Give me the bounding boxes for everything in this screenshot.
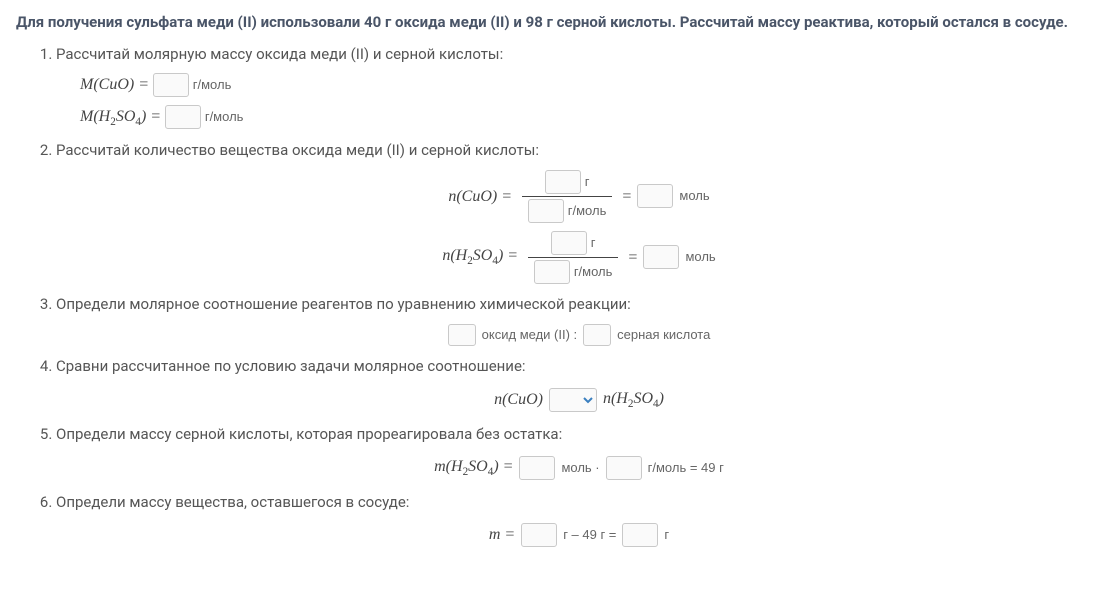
- mass-unit2: г/моль = 49 г: [648, 458, 724, 479]
- step6-text: Определи массу вещества, оставшегося в с…: [56, 493, 409, 511]
- mass-unit1: моль ·: [561, 458, 599, 479]
- n-cuo-fraction: г г/моль: [522, 170, 612, 223]
- m-cuo-unit: г/моль: [193, 77, 232, 92]
- n-h2so4-result-input[interactable]: [643, 245, 679, 269]
- step-3: Определи молярное соотношение реагентов …: [56, 292, 1102, 346]
- step5-text: Определи массу серной кислоты, которая п…: [56, 425, 562, 443]
- ratio-label1: оксид меди (II) :: [482, 325, 577, 346]
- eq2: =: [628, 245, 637, 271]
- problem-title: Для получения сульфата меди (II) использ…: [16, 12, 1102, 32]
- n-h2so4-num-input[interactable]: [551, 231, 587, 255]
- m-result-input[interactable]: [622, 523, 658, 547]
- n-cuo-num-input[interactable]: [545, 170, 581, 194]
- steps-list: Рассчитай молярную массу оксида меди (II…: [16, 42, 1102, 548]
- n-cuo-label: n(CuO) =: [448, 184, 512, 210]
- m-mid: г – 49 г =: [563, 525, 616, 546]
- cmp-left: n(CuO): [494, 387, 543, 413]
- n-h2so4-den-input[interactable]: [534, 260, 570, 284]
- n-h2so4-fraction: г г/моль: [528, 231, 618, 284]
- step-5: Определи массу серной кислоты, которая п…: [56, 422, 1102, 482]
- compare-select[interactable]: [549, 388, 597, 412]
- m-end: г: [664, 525, 669, 546]
- eq1: =: [622, 184, 631, 210]
- step2-text: Рассчитай количество вещества оксида мед…: [56, 141, 539, 159]
- step-2: Рассчитай количество вещества оксида мед…: [56, 138, 1102, 284]
- m-cuo-input[interactable]: [153, 73, 189, 97]
- m-cuo-label: M(CuO) =: [80, 76, 153, 93]
- m-h2so4-input[interactable]: [165, 105, 201, 129]
- m-h2so4-label: M(H2SO4) =: [80, 108, 165, 125]
- mass-gmol-input[interactable]: [606, 456, 642, 480]
- mass-h2so4-label: m(H2SO4) =: [434, 454, 513, 482]
- m-final-lhs: m =: [489, 522, 515, 548]
- m-h2so4-unit: г/моль: [205, 109, 244, 124]
- ratio-cuo-input[interactable]: [448, 324, 476, 346]
- ratio-label2: серная кислота: [617, 325, 710, 346]
- step3-text: Определи молярное соотношение реагентов …: [56, 295, 631, 313]
- step-4: Сравни рассчитанное по условию задачи мо…: [56, 354, 1102, 414]
- cmp-right: n(H2SO4): [603, 386, 664, 414]
- step-1: Рассчитай молярную массу оксида меди (II…: [56, 42, 1102, 132]
- n-cuo-result-input[interactable]: [637, 184, 673, 208]
- n-cuo-result-unit: моль: [679, 186, 709, 207]
- n-cuo-den-input[interactable]: [528, 199, 564, 223]
- n-h2so4-label: n(H2SO4) =: [442, 243, 518, 271]
- m-initial-input[interactable]: [521, 523, 557, 547]
- step4-text: Сравни рассчитанное по условию задачи мо…: [56, 357, 526, 375]
- ratio-h2so4-input[interactable]: [583, 324, 611, 346]
- step1-text: Рассчитай молярную массу оксида меди (II…: [56, 45, 503, 63]
- n-h2so4-result-unit: моль: [685, 247, 715, 268]
- step-6: Определи массу вещества, оставшегося в с…: [56, 490, 1102, 548]
- mass-mol-input[interactable]: [519, 456, 555, 480]
